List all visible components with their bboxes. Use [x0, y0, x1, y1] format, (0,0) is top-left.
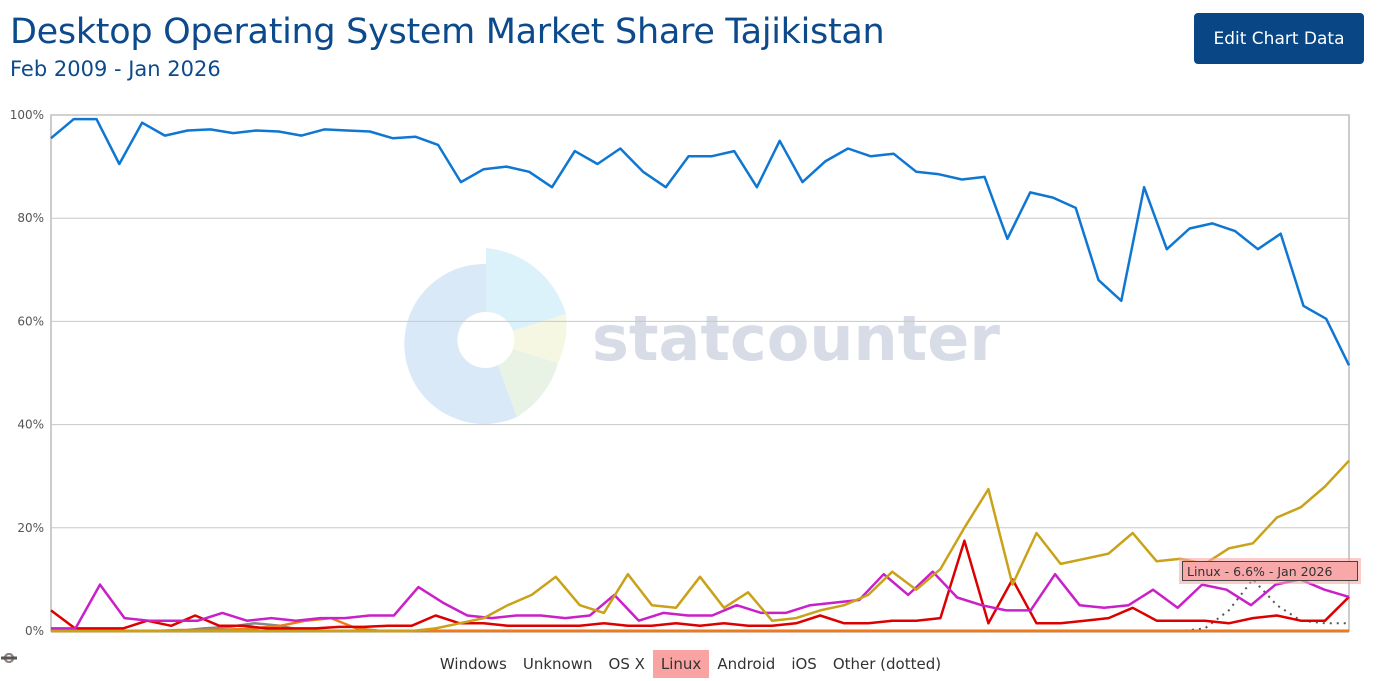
legend-item-linux[interactable]: Linux [1, 650, 710, 678]
legend-label: iOS [791, 655, 817, 673]
line-chart[interactable]: statcounter 0% 20% 40% 60% 80% 100% [0, 100, 1381, 681]
legend-item-android[interactable]: Android [1, 650, 783, 678]
series-line-other-dotted-[interactable] [51, 578, 1349, 632]
y-tick-label: 40% [17, 418, 44, 432]
series-line-os-x[interactable] [51, 570, 1350, 630]
legend-label: Unknown [522, 655, 593, 673]
chart-area[interactable]: statcounter 0% 20% 40% 60% 80% 100% [0, 100, 1381, 681]
legend-item-os-x[interactable]: OS X [1, 650, 653, 678]
chart-legend: Windows Unknown OS X Linux Android iOS Other (… [0, 650, 1381, 678]
legend-label: Windows [439, 655, 507, 673]
legend-label: Linux [660, 655, 702, 673]
line-marker-icon [1, 656, 17, 660]
y-tick-label: 0% [25, 624, 44, 638]
legend-label: Android [717, 655, 776, 673]
y-tick-label: 20% [17, 521, 44, 535]
statcounter-logo-icon [404, 248, 567, 424]
legend-label: Other (dotted) [832, 655, 942, 673]
tooltip: Linux - 6.6% - Jan 2026 [1182, 561, 1358, 581]
date-range-subtitle: Feb 2009 - Jan 2026 [10, 57, 221, 81]
legend-label: OS X [608, 655, 645, 673]
y-tick-label: 60% [17, 314, 44, 328]
y-tick-label: 100% [10, 108, 44, 122]
legend-item-windows[interactable]: Windows [1, 650, 515, 678]
edit-chart-data-button[interactable]: Edit Chart Data [1194, 13, 1364, 64]
watermark-text: statcounter [592, 302, 1000, 375]
legend-item-other-dotted[interactable]: Other (dotted) [1, 650, 949, 678]
y-tick-label: 80% [17, 211, 44, 225]
watermark: statcounter [404, 248, 1000, 424]
series-line-unknown[interactable] [51, 459, 1350, 633]
series-line-linux[interactable] [50, 539, 1350, 630]
series-line-android[interactable] [51, 616, 1349, 633]
legend-item-ios[interactable]: iOS [1, 650, 825, 678]
series-line-windows[interactable] [50, 117, 1351, 366]
page-title: Desktop Operating System Market Share Ta… [10, 12, 885, 52]
legend-item-unknown[interactable]: Unknown [1, 650, 601, 678]
series-lines [50, 117, 1351, 633]
